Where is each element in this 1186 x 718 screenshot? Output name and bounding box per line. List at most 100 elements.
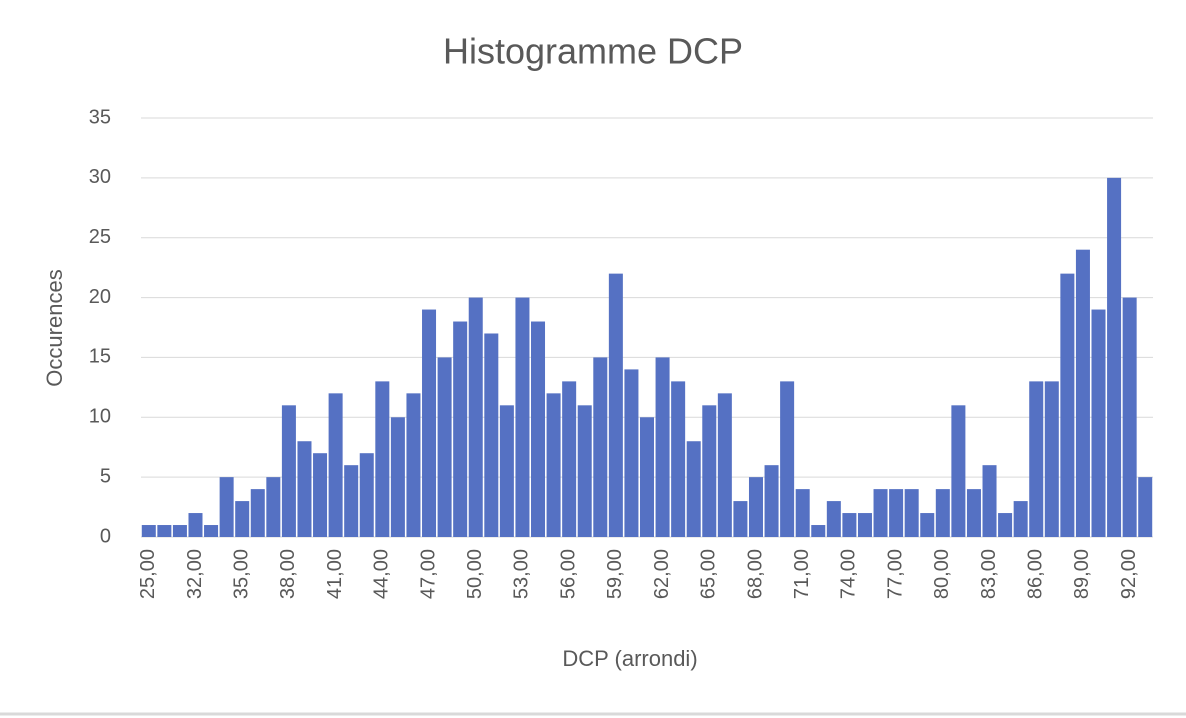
bar bbox=[437, 357, 452, 537]
bar bbox=[328, 393, 343, 537]
y-tick-label: 30 bbox=[89, 166, 111, 188]
bar bbox=[873, 489, 888, 537]
x-tick-label: 62,00 bbox=[651, 549, 673, 599]
bar bbox=[546, 393, 561, 537]
y-tick-label: 15 bbox=[89, 346, 111, 368]
bar bbox=[686, 441, 701, 537]
bar bbox=[702, 405, 717, 537]
bar bbox=[1091, 309, 1106, 537]
bar bbox=[1029, 381, 1044, 537]
x-tick-label: 80,00 bbox=[931, 549, 953, 599]
x-tick-label: 41,00 bbox=[324, 549, 346, 599]
y-tick-label: 35 bbox=[89, 106, 111, 128]
bar bbox=[1138, 477, 1153, 537]
x-tick-label: 77,00 bbox=[884, 549, 906, 599]
x-tick-label: 71,00 bbox=[791, 549, 813, 599]
bar bbox=[1075, 249, 1090, 537]
bar bbox=[235, 501, 250, 537]
x-tick-label: 56,00 bbox=[557, 549, 579, 599]
y-tick-label: 10 bbox=[89, 406, 111, 428]
bar bbox=[826, 501, 841, 537]
bar bbox=[717, 393, 732, 537]
bar bbox=[608, 273, 623, 537]
x-tick-label: 44,00 bbox=[371, 549, 393, 599]
bar bbox=[157, 525, 172, 537]
x-tick-label: 38,00 bbox=[277, 549, 299, 599]
bar bbox=[1107, 177, 1122, 537]
bar bbox=[344, 465, 359, 537]
bar bbox=[733, 501, 748, 537]
bar bbox=[499, 405, 514, 537]
bar bbox=[920, 513, 935, 537]
bar bbox=[889, 489, 904, 537]
bar bbox=[935, 489, 950, 537]
bar bbox=[204, 525, 219, 537]
bar bbox=[281, 405, 296, 537]
bar bbox=[842, 513, 857, 537]
x-tick-label: 89,00 bbox=[1071, 549, 1093, 599]
bar bbox=[639, 417, 655, 537]
bar bbox=[982, 465, 997, 537]
bar bbox=[998, 513, 1013, 537]
bar bbox=[141, 525, 156, 537]
x-tick-label: 74,00 bbox=[838, 549, 860, 599]
bar bbox=[1060, 273, 1075, 537]
x-axis-label: DCP (arrondi) bbox=[562, 646, 697, 671]
bar bbox=[624, 369, 639, 537]
x-tick-label: 35,00 bbox=[230, 549, 252, 599]
bar bbox=[671, 381, 686, 537]
bar bbox=[577, 405, 592, 537]
bar bbox=[515, 297, 530, 537]
bar bbox=[422, 309, 437, 537]
bar bbox=[1013, 501, 1028, 537]
y-tick-label: 5 bbox=[100, 465, 111, 487]
chart-title: Histogramme DCP bbox=[443, 31, 743, 72]
x-tick-label: 68,00 bbox=[744, 549, 766, 599]
x-tick-label: 47,00 bbox=[417, 549, 439, 599]
bar bbox=[359, 453, 374, 537]
bar bbox=[966, 489, 981, 537]
bar bbox=[250, 489, 265, 537]
bar bbox=[1044, 381, 1059, 537]
x-tick-label: 25,00 bbox=[137, 549, 159, 599]
bar bbox=[780, 381, 795, 537]
bar bbox=[266, 477, 281, 537]
bar bbox=[453, 321, 468, 537]
bar bbox=[375, 381, 390, 537]
x-tick-label: 83,00 bbox=[978, 549, 1000, 599]
y-tick-label: 20 bbox=[89, 286, 111, 308]
y-tick-label: 25 bbox=[89, 226, 111, 248]
bar bbox=[811, 525, 826, 537]
bar bbox=[484, 333, 499, 537]
bar bbox=[593, 357, 608, 537]
bar bbox=[1122, 297, 1137, 537]
bar bbox=[313, 453, 328, 537]
bar bbox=[188, 513, 203, 537]
bar bbox=[297, 441, 312, 537]
bar bbox=[531, 321, 546, 537]
bar bbox=[562, 381, 577, 537]
x-tick-label: 59,00 bbox=[604, 549, 626, 599]
bar bbox=[764, 465, 779, 537]
x-tick-label: 86,00 bbox=[1025, 549, 1047, 599]
x-tick-label: 65,00 bbox=[698, 549, 720, 599]
bar bbox=[951, 405, 966, 537]
bar bbox=[219, 477, 234, 537]
bar bbox=[857, 513, 872, 537]
bar bbox=[406, 393, 421, 537]
x-tick-label: 32,00 bbox=[184, 549, 206, 599]
x-tick-label: 50,00 bbox=[464, 549, 486, 599]
bar bbox=[655, 357, 670, 537]
bar bbox=[172, 525, 187, 537]
bar bbox=[390, 417, 405, 537]
bar bbox=[468, 297, 483, 537]
bar bbox=[748, 477, 763, 537]
bar bbox=[904, 489, 919, 537]
bar bbox=[795, 489, 810, 537]
y-axis-label: Occurences bbox=[42, 269, 67, 386]
x-tick-label: 92,00 bbox=[1118, 549, 1140, 599]
y-tick-label: 0 bbox=[100, 525, 111, 547]
x-tick-label: 53,00 bbox=[511, 549, 533, 599]
